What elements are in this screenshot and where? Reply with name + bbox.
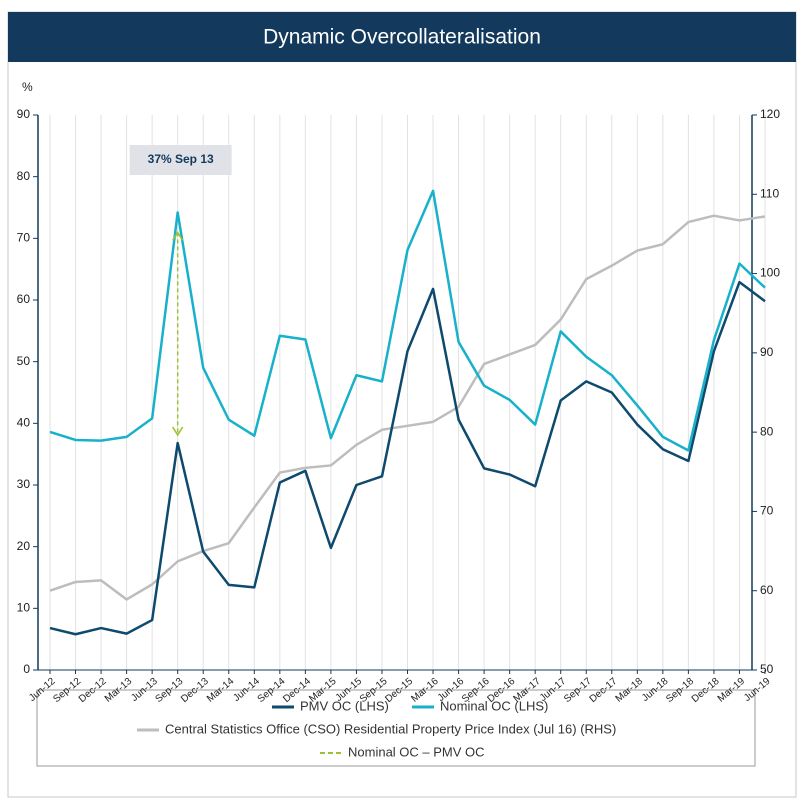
y2-tick-label: 80 [760,424,774,438]
y2-tick-label: 60 [760,583,774,597]
y2-tick-label: 70 [760,504,774,518]
y2-tick-label: 100 [760,266,780,280]
annotation-text: 37% Sep 13 [148,152,214,166]
y-tick-label: 40 [17,416,31,430]
y2-tick-label: 110 [760,186,779,200]
legend-label: Nominal OC – PMV OC [348,744,485,759]
legend-label: PMV OC (LHS) [300,698,389,713]
chart-title: Dynamic Overcollateralisation [263,26,541,49]
legend-label: Nominal OC (LHS) [440,698,548,713]
series-line [49,280,766,636]
y2-tick-label: 120 [760,107,780,121]
y-tick-label: 10 [17,601,31,615]
legend [36,689,756,767]
y-tick-label: 90 [17,107,31,121]
arrow-head [172,231,184,241]
title-bar [8,12,796,62]
y-tick-label: 70 [17,231,31,245]
y-axis-label: % [22,80,33,94]
y-tick-label: 20 [17,539,31,553]
y-tick-label: 0 [23,662,30,676]
annotation-box [129,145,232,175]
y-tick-label: 80 [17,169,31,183]
y2-tick-label: 50 [760,662,774,676]
y-tick-label: 60 [17,292,31,306]
arrow-head [172,426,184,437]
y-tick-label: 50 [17,354,31,368]
legend-label: Central Statistics Office (CSO) Resident… [165,721,616,736]
y-tick-label: 30 [17,477,31,491]
y2-tick-label: 90 [760,345,774,359]
series-line [49,214,766,601]
series-line [49,189,766,452]
